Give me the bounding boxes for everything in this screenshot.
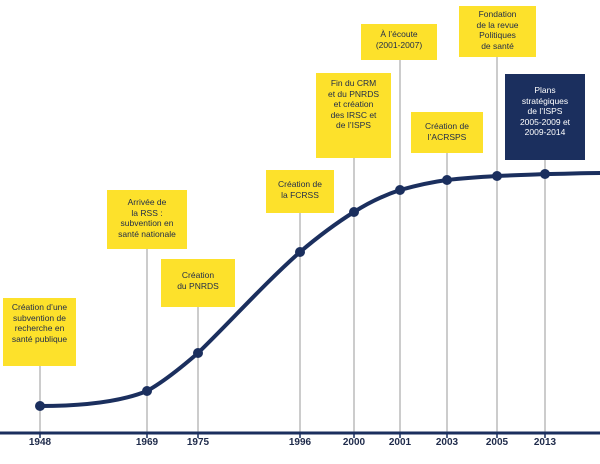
milestone-box-2001: À l’écoute (2001-2007) [361, 24, 437, 60]
milestone-dot-2005 [492, 171, 502, 181]
milestone-box-1996: Création de la FCRSS [266, 170, 334, 213]
milestone-dot-2003 [442, 175, 452, 185]
milestone-box-1948: Création d’une subvention de recherche e… [3, 298, 76, 366]
milestone-dot-1948 [35, 401, 45, 411]
year-label-2000: 2000 [342, 437, 366, 448]
milestone-dot-1969 [142, 386, 152, 396]
milestone-box-2003: Création de l’ACRSPS [411, 112, 483, 153]
milestone-dot-1975 [193, 348, 203, 358]
milestone-box-2013: Plans stratégiques de l’ISPS 2005-2009 e… [505, 74, 585, 160]
milestone-box-1969: Arrivée de la RSS : subvention en santé … [107, 190, 187, 249]
milestone-box-2000: Fin du CRM et du PNRDS et création des I… [316, 73, 391, 158]
year-label-2003: 2003 [435, 437, 459, 448]
milestone-dot-1996 [295, 247, 305, 257]
year-label-1975: 1975 [186, 437, 210, 448]
year-label-1969: 1969 [135, 437, 159, 448]
milestone-box-1975: Création du PNRDS [161, 259, 235, 307]
milestone-dot-2001 [395, 185, 405, 195]
year-label-1996: 1996 [288, 437, 312, 448]
year-label-2001: 2001 [388, 437, 412, 448]
year-label-1948: 1948 [28, 437, 52, 448]
year-label-2013: 2013 [533, 437, 557, 448]
milestone-dot-2013 [540, 169, 550, 179]
milestone-dot-2000 [349, 207, 359, 217]
milestone-box-2005: Fondation de la revue Politiques de sant… [459, 6, 536, 57]
year-label-2005: 2005 [485, 437, 509, 448]
